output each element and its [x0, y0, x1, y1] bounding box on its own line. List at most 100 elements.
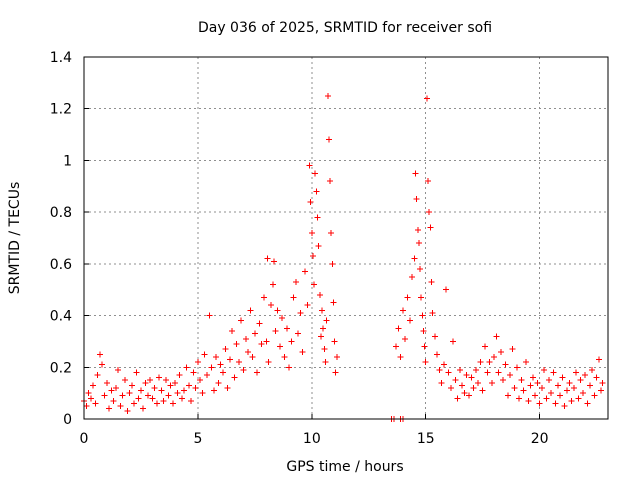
data-point: [178, 395, 185, 402]
axis-layer: 0 5 10 15 20 0 0.2 0.4 0.6 0.8 1 1.2 1.4: [50, 50, 609, 447]
data-point: [140, 405, 147, 412]
data-point: [404, 294, 411, 301]
data-point: [436, 366, 443, 373]
data-point: [281, 353, 288, 360]
data-point: [213, 353, 220, 360]
data-point: [543, 395, 550, 402]
data-point: [128, 382, 135, 389]
data-point: [479, 387, 486, 394]
y-tick-label: 0.2: [50, 360, 72, 376]
grid-layer: [84, 57, 608, 419]
data-point: [466, 392, 473, 399]
data-point: [459, 382, 466, 389]
data-point: [589, 366, 596, 373]
data-point: [520, 387, 527, 394]
data-point: [568, 397, 575, 404]
data-point: [566, 379, 573, 386]
data-point: [229, 328, 236, 335]
data-point: [525, 397, 532, 404]
data-point: [204, 372, 211, 379]
data-point: [292, 278, 299, 285]
data-point: [185, 382, 192, 389]
data-point: [397, 353, 404, 360]
data-point: [181, 387, 188, 394]
data-point: [124, 408, 131, 415]
data-point: [529, 374, 536, 381]
data-point: [190, 369, 197, 376]
x-axis-label: GPS time / hours: [286, 459, 403, 475]
data-point: [160, 397, 167, 404]
data-point: [577, 377, 584, 384]
data-point: [511, 384, 518, 391]
data-point: [475, 379, 482, 386]
data-point: [260, 294, 267, 301]
data-point: [112, 384, 119, 391]
data-point: [456, 366, 463, 373]
data-point: [249, 353, 256, 360]
data-point: [322, 359, 329, 366]
data-point: [598, 387, 605, 394]
data-point: [481, 343, 488, 350]
data-point: [194, 359, 201, 366]
data-point: [593, 374, 600, 381]
data-point: [283, 325, 290, 332]
data-point: [534, 379, 541, 386]
data-point: [554, 382, 561, 389]
data-point: [418, 294, 425, 301]
data-point: [256, 320, 263, 327]
data-point: [92, 400, 99, 407]
data-point: [440, 361, 447, 368]
data-point: [231, 374, 238, 381]
data-point: [151, 384, 158, 391]
data-point: [238, 317, 245, 324]
data-point: [331, 338, 338, 345]
data-point: [183, 364, 190, 371]
data-point: [415, 240, 422, 247]
data-point: [586, 382, 593, 389]
data-point: [541, 366, 548, 373]
data-point: [313, 188, 320, 195]
data-point: [325, 136, 332, 143]
data-point: [312, 170, 319, 177]
data-point: [90, 382, 97, 389]
data-point: [169, 400, 176, 407]
data-point: [135, 395, 142, 402]
data-point: [591, 392, 598, 399]
data-point: [317, 333, 324, 340]
data-point: [419, 312, 426, 319]
data-point: [573, 369, 580, 376]
data-point: [149, 395, 156, 402]
data-point: [199, 390, 206, 397]
data-point: [279, 315, 286, 322]
data-point: [165, 392, 172, 399]
data-point: [522, 359, 529, 366]
data-point: [219, 369, 226, 376]
data-point: [304, 302, 311, 309]
data-point: [119, 392, 126, 399]
data-point: [85, 390, 92, 397]
data-point: [276, 343, 283, 350]
x-tick-label: 5: [193, 431, 202, 447]
data-point: [311, 281, 318, 288]
data-point: [144, 392, 151, 399]
data-point: [393, 343, 400, 350]
data-point: [468, 374, 475, 381]
data-point: [420, 328, 427, 335]
data-point: [267, 302, 274, 309]
data-point: [429, 309, 436, 316]
data-point: [428, 278, 435, 285]
y-tick-label: 0.4: [50, 309, 72, 325]
data-point: [434, 351, 441, 358]
data-point: [323, 317, 330, 324]
data-point: [226, 356, 233, 363]
data-point: [463, 372, 470, 379]
data-point: [452, 377, 459, 384]
data-point: [575, 395, 582, 402]
data-point: [290, 294, 297, 301]
data-point: [110, 397, 117, 404]
data-point: [307, 198, 314, 205]
data-point: [545, 377, 552, 384]
data-point: [454, 395, 461, 402]
data-point: [306, 162, 313, 169]
data-point: [406, 317, 413, 324]
